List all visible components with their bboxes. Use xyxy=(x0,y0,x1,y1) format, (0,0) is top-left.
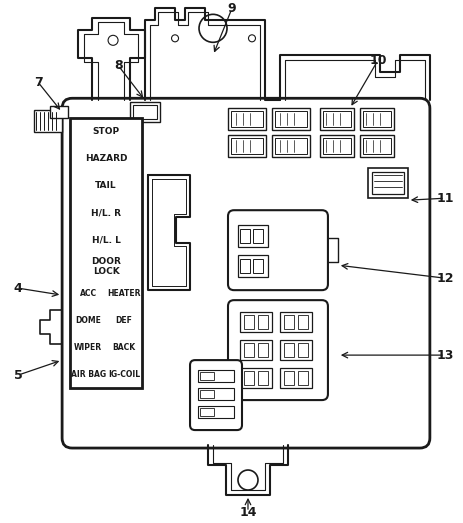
Text: H/L. L: H/L. L xyxy=(92,235,120,244)
Bar xyxy=(322,138,350,154)
Bar xyxy=(227,108,265,130)
Bar xyxy=(106,307,142,334)
Bar xyxy=(70,145,142,172)
Bar xyxy=(231,111,263,127)
Text: 5: 5 xyxy=(14,369,23,382)
Bar xyxy=(359,108,393,130)
Bar xyxy=(70,361,106,388)
Bar xyxy=(238,225,268,247)
Bar xyxy=(70,253,142,280)
Bar xyxy=(283,343,294,357)
Text: DOOR
LOCK: DOOR LOCK xyxy=(91,257,121,276)
Bar xyxy=(271,108,309,130)
Bar xyxy=(198,388,233,400)
Bar xyxy=(275,138,307,154)
Bar xyxy=(275,111,307,127)
Text: 13: 13 xyxy=(435,349,452,361)
Bar xyxy=(200,372,213,380)
Bar xyxy=(70,280,106,307)
Bar xyxy=(70,118,142,388)
Bar xyxy=(252,229,263,243)
Bar xyxy=(239,368,271,388)
Bar xyxy=(257,343,268,357)
Bar xyxy=(279,312,311,332)
Bar xyxy=(244,315,253,329)
Bar xyxy=(319,108,353,130)
Bar xyxy=(283,371,294,385)
Bar xyxy=(238,255,268,277)
Bar xyxy=(322,111,350,127)
Bar xyxy=(106,280,142,307)
Bar xyxy=(34,110,62,132)
FancyBboxPatch shape xyxy=(62,98,429,448)
Bar xyxy=(227,135,265,157)
Text: IG-COIL: IG-COIL xyxy=(108,370,140,379)
Text: 14: 14 xyxy=(239,506,256,518)
Text: 9: 9 xyxy=(227,2,236,15)
FancyBboxPatch shape xyxy=(227,300,327,400)
Bar xyxy=(50,106,68,118)
Bar xyxy=(70,172,142,199)
Bar xyxy=(279,340,311,360)
Text: ACC: ACC xyxy=(79,289,96,298)
Bar xyxy=(70,307,106,334)
Text: 11: 11 xyxy=(435,192,453,204)
Text: 4: 4 xyxy=(14,282,23,294)
Text: DEF: DEF xyxy=(115,316,132,325)
Bar xyxy=(297,315,307,329)
Bar xyxy=(231,138,263,154)
Bar xyxy=(371,172,403,194)
Bar xyxy=(198,370,233,382)
Bar xyxy=(271,135,309,157)
Bar xyxy=(70,199,142,226)
Bar xyxy=(70,226,142,253)
Text: 12: 12 xyxy=(435,271,453,285)
Bar xyxy=(319,135,353,157)
FancyBboxPatch shape xyxy=(190,360,242,430)
Bar xyxy=(279,368,311,388)
Text: AIR BAG: AIR BAG xyxy=(70,370,106,379)
Bar xyxy=(297,343,307,357)
Bar xyxy=(239,229,250,243)
Bar xyxy=(244,343,253,357)
Bar xyxy=(133,105,156,119)
Text: WIPER: WIPER xyxy=(74,343,102,352)
Bar xyxy=(130,103,160,122)
Bar xyxy=(198,406,233,418)
Text: STOP: STOP xyxy=(92,127,119,137)
Text: HEATER: HEATER xyxy=(107,289,140,298)
Bar xyxy=(252,259,263,273)
Bar xyxy=(297,371,307,385)
Text: 7: 7 xyxy=(34,76,43,89)
Bar xyxy=(362,138,390,154)
Bar xyxy=(239,259,250,273)
Bar xyxy=(257,371,268,385)
Bar xyxy=(106,334,142,361)
FancyBboxPatch shape xyxy=(227,210,327,290)
Bar xyxy=(362,111,390,127)
Bar xyxy=(70,334,106,361)
Bar xyxy=(239,312,271,332)
Bar xyxy=(244,371,253,385)
Text: H/L. R: H/L. R xyxy=(91,208,121,217)
Bar xyxy=(239,340,271,360)
Text: 10: 10 xyxy=(369,54,386,67)
Bar xyxy=(367,168,407,198)
Text: TAIL: TAIL xyxy=(95,181,117,190)
Bar xyxy=(70,118,142,145)
Bar xyxy=(200,408,213,416)
Text: 8: 8 xyxy=(113,59,122,72)
Bar xyxy=(283,315,294,329)
Text: BACK: BACK xyxy=(112,343,135,352)
Bar xyxy=(200,390,213,398)
Text: DOME: DOME xyxy=(75,316,101,325)
Text: HAZARD: HAZARD xyxy=(85,154,127,163)
Bar xyxy=(359,135,393,157)
Bar xyxy=(257,315,268,329)
Bar xyxy=(106,361,142,388)
